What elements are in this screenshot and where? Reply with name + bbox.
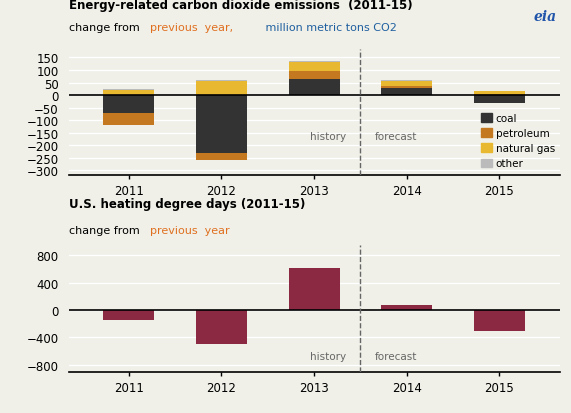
Legend: coal, petroleum, natural gas, other: coal, petroleum, natural gas, other xyxy=(477,109,559,173)
Text: million metric tons CO2: million metric tons CO2 xyxy=(263,23,397,33)
Text: change from: change from xyxy=(69,225,146,235)
Bar xyxy=(196,153,247,161)
Bar xyxy=(474,96,525,103)
Bar xyxy=(381,86,432,88)
Text: previous  year,: previous year, xyxy=(150,23,232,33)
Bar xyxy=(474,92,525,95)
Bar xyxy=(103,96,154,113)
Text: forecast: forecast xyxy=(374,351,417,361)
Bar xyxy=(381,81,432,86)
Bar xyxy=(381,305,432,310)
Bar xyxy=(381,88,432,96)
Bar xyxy=(474,95,525,96)
Bar xyxy=(103,91,154,96)
Text: U.S. heating degree days (2011-15): U.S. heating degree days (2011-15) xyxy=(69,197,305,210)
Bar xyxy=(196,82,247,96)
Text: previous  year: previous year xyxy=(150,225,229,235)
Text: change from: change from xyxy=(69,23,146,33)
Bar xyxy=(196,310,247,344)
Bar xyxy=(288,268,340,310)
Bar xyxy=(288,80,340,96)
Text: forecast: forecast xyxy=(374,132,417,142)
Text: Energy-related carbon dioxide emissions  (2011-15): Energy-related carbon dioxide emissions … xyxy=(69,0,412,12)
Bar xyxy=(288,72,340,80)
Bar xyxy=(103,90,154,91)
Bar xyxy=(474,310,525,331)
Bar xyxy=(196,96,247,153)
Text: eia: eia xyxy=(534,10,557,24)
Bar xyxy=(288,62,340,63)
Bar xyxy=(103,113,154,126)
Bar xyxy=(196,81,247,82)
Bar xyxy=(288,63,340,72)
Bar xyxy=(103,310,154,320)
Text: history: history xyxy=(311,351,347,361)
Text: history: history xyxy=(311,132,347,142)
